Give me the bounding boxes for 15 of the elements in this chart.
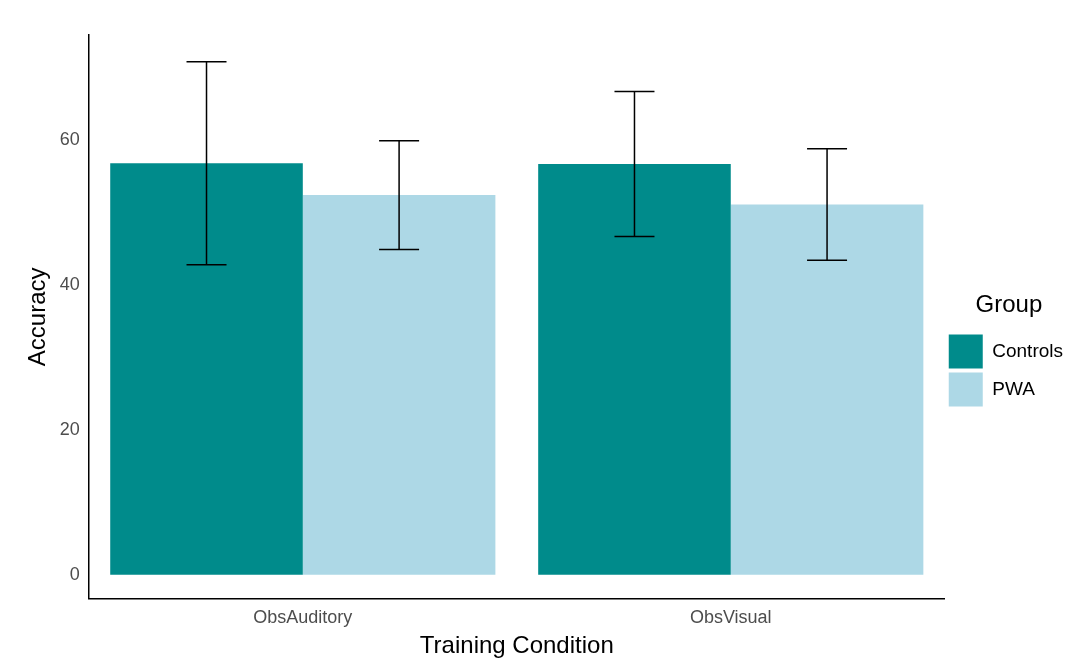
legend-label: PWA: [992, 377, 1036, 399]
bar: [538, 163, 731, 575]
x-tick-label: ObsVisual: [689, 607, 772, 628]
y-tick-label: 60: [59, 129, 80, 150]
y-tick-label: 40: [59, 273, 80, 294]
bar: [730, 204, 924, 575]
y-axis-title: Accuracy: [23, 267, 51, 367]
y-tick-label: 20: [59, 418, 80, 439]
bar: [302, 195, 496, 575]
legend-label: Controls: [992, 339, 1063, 361]
x-axis-title: Training Condition: [419, 631, 614, 659]
x-tick-label: ObsAuditory: [253, 607, 353, 628]
legend-title: Group: [975, 290, 1043, 318]
bar: [110, 163, 303, 575]
y-tick-label: 0: [69, 563, 80, 584]
